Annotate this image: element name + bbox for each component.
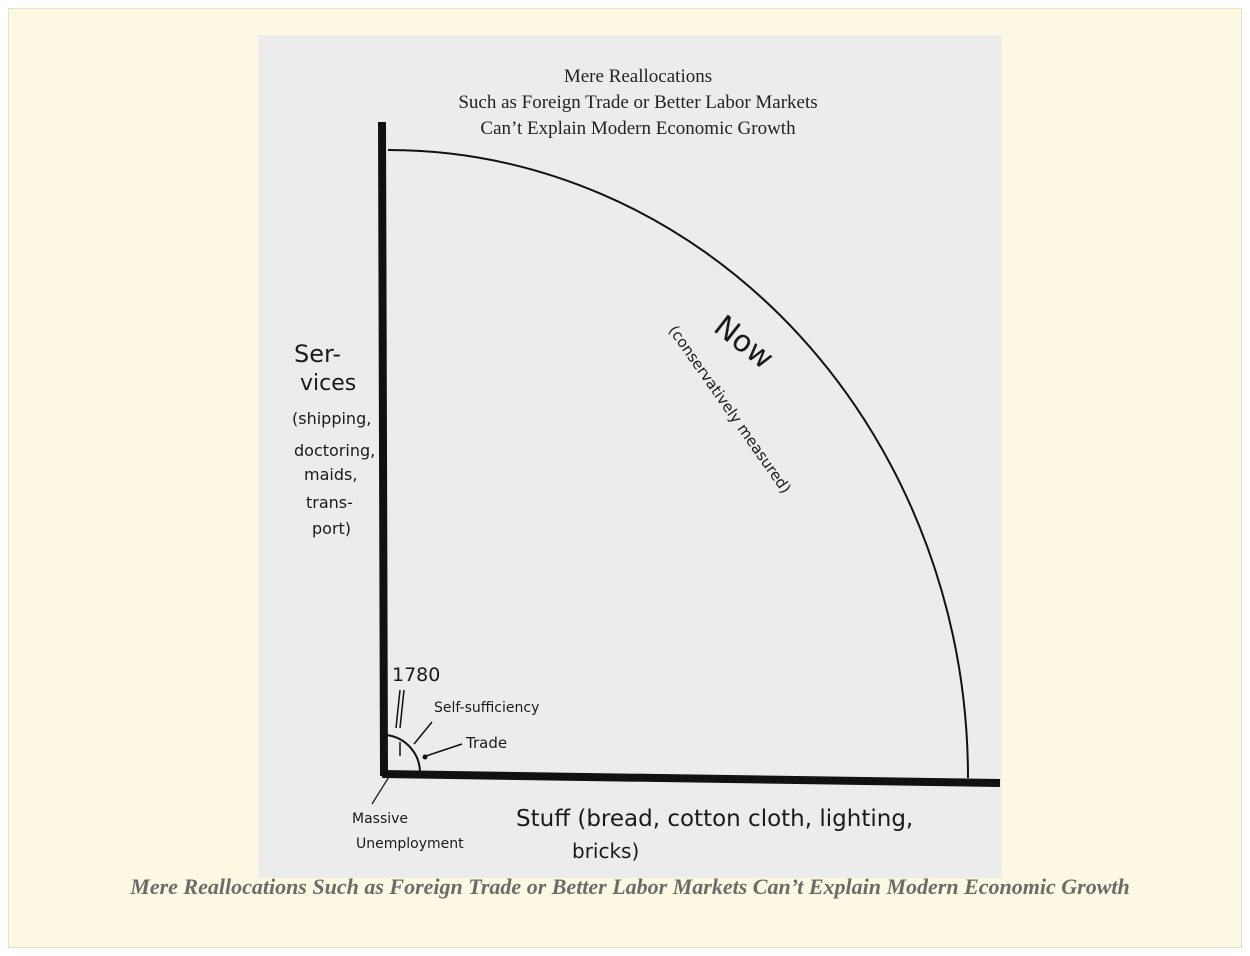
y-axis-label: vices — [300, 371, 356, 396]
unemployment-label: Massive — [352, 811, 408, 827]
x-axis-label: Stuff (bread, cotton cloth, lighting, — [516, 806, 913, 832]
title-line: Can’t Explain Modern Economic Growth — [480, 118, 796, 139]
y-axis-label: port) — [312, 519, 351, 538]
y-axis-label: Ser- — [294, 340, 341, 368]
trade-label: Trade — [465, 734, 507, 752]
self-sufficiency-label: Self-sufficiency — [434, 700, 539, 716]
caption: Mere Reallocations Such as Foreign Trade… — [130, 872, 1130, 902]
year-label: 1780 — [392, 664, 440, 686]
x-axis-label: bricks) — [572, 839, 639, 863]
unemployment-label: Unemployment — [356, 836, 464, 852]
y-axis-label: maids, — [304, 465, 357, 484]
y-axis — [382, 122, 384, 776]
diagram: Mere Reallocations Such as Foreign Trade… — [0, 0, 1250, 956]
point — [423, 755, 428, 760]
title-line: Mere Reallocations — [564, 66, 712, 87]
y-axis-label: doctoring, — [294, 441, 375, 460]
page: Mere Reallocations Such as Foreign Trade… — [0, 0, 1250, 956]
y-axis-label: (shipping, — [292, 409, 371, 428]
y-axis-label: trans- — [306, 493, 353, 512]
title-line: Such as Foreign Trade or Better Labor Ma… — [458, 92, 817, 113]
